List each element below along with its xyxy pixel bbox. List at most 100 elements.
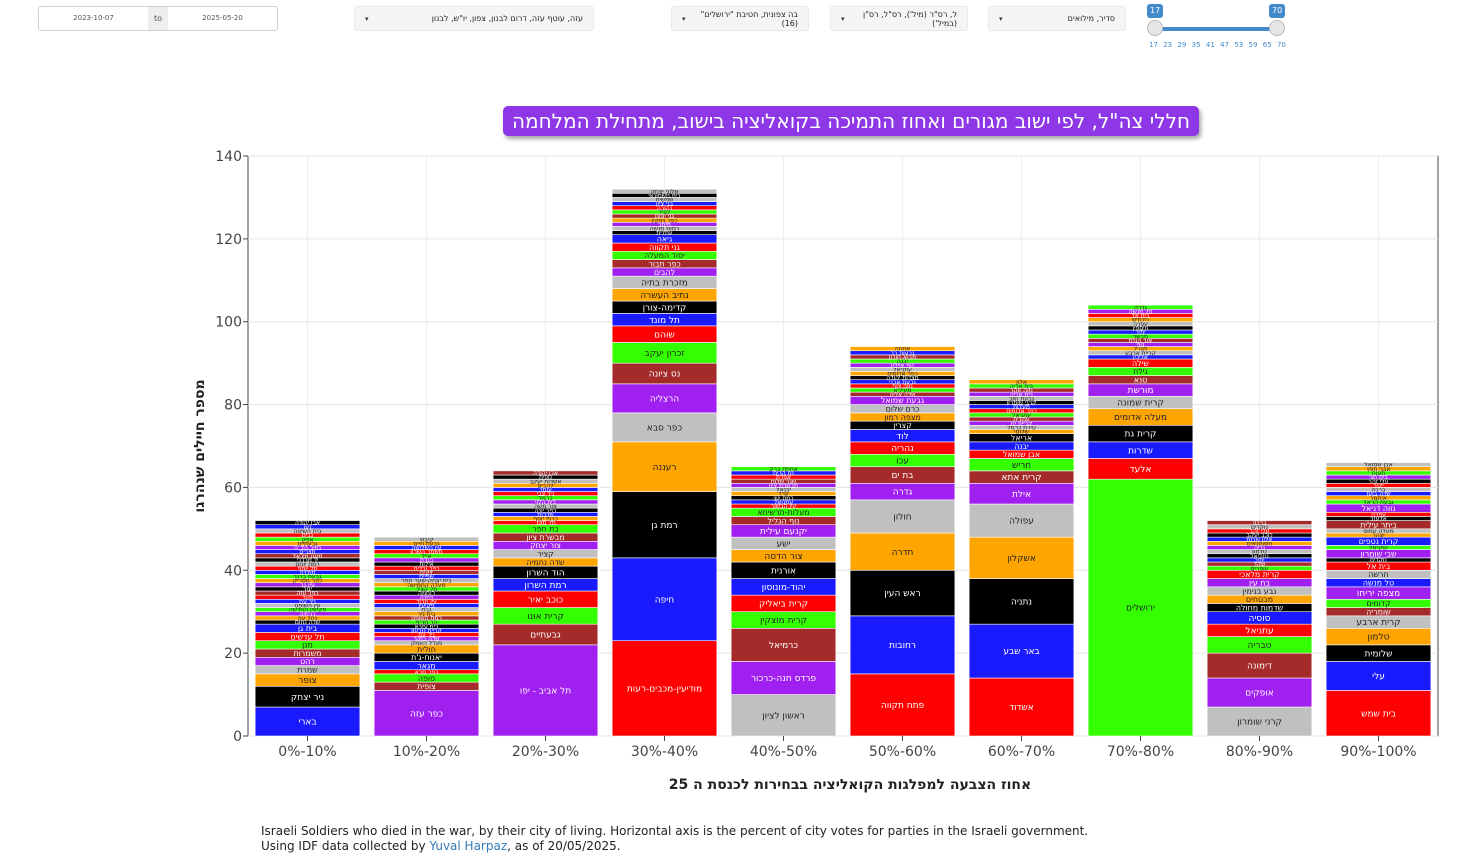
bar-segment-label: אפרת [776, 474, 791, 481]
bar-segment-label: רמות מנשה [650, 226, 680, 233]
bar-segment-label: אלוני יצחק [651, 188, 679, 195]
bar-segment-label: פקיעין החדשה [289, 607, 327, 614]
bar-segment-label: שדה נחום [295, 619, 320, 626]
bar-segment-label: כוכב יעקב [1246, 532, 1272, 539]
bar-segment-label: לפיד [659, 209, 671, 216]
bar-segment-label: בת ים [892, 471, 914, 481]
bar-segment [1325, 690, 1432, 737]
bar-segment-label: מעלה אדומים [1114, 413, 1167, 423]
bar-segment-label: קרני שומרון [1237, 718, 1282, 728]
slider-max-handle[interactable] [1269, 20, 1285, 36]
bar-segment-label: נבע בנימין [1243, 587, 1277, 596]
bar-segment-label: רחובות [889, 641, 916, 651]
bar-segment-label: יצהר [1372, 532, 1384, 539]
unit-filter-dropdown[interactable]: בה צפונית, חטיבת "ירושלים" (16) ▾ [671, 6, 809, 31]
slider-min-handle[interactable] [1147, 20, 1163, 36]
bar-segment-label: שילה [1132, 359, 1149, 368]
region-filter-value: עזה, עוטף עזה, דרום לבנון, צפון, יו"ש, ל… [431, 14, 583, 23]
author-link[interactable]: Yuval Harpaz [429, 839, 508, 853]
x-tick-label: 80%-90% [1226, 744, 1293, 760]
rank-filter-dropdown[interactable]: ל, רס"ר (מיל'), רס"ל, רס"ן (במיל') ▾ [830, 6, 968, 31]
date-range-picker[interactable]: 2023-10-07 to 2025-05-20 [38, 6, 278, 31]
date-to-input[interactable]: 2025-05-20 [202, 14, 243, 22]
bar-segment-label: שמשית [656, 197, 674, 204]
bar-segment-label: באר שבע [1003, 647, 1039, 657]
bar-segment-label: תל עדשים [291, 632, 325, 641]
bar-segment-label: נווה זוהר [1010, 387, 1033, 394]
bar-segment [968, 677, 1075, 737]
bar-segment-label: יהוד-מונוסון [762, 583, 806, 593]
bar-segment-label: רעננה [653, 463, 677, 473]
chevron-down-icon: ▾ [682, 14, 686, 23]
bar-segment-label: יתיר [1135, 329, 1145, 336]
bar-segment-label: אבן שמואל [1003, 450, 1040, 459]
bar-segment-label: דימונה [1247, 662, 1272, 672]
bar-segment-label: מיתר [658, 221, 671, 228]
bar-segment-label: מזכרת בתיה [641, 279, 688, 289]
bar-segment-label: פרדס חנה-כרכור [751, 674, 816, 684]
x-tick-label: 0%-10% [278, 744, 336, 760]
y-tick-label: 100 [215, 315, 242, 331]
bar-segment-label: אשקלון [1007, 554, 1036, 564]
bar-segment-label: גדרה [893, 488, 913, 498]
bar-segment-label: כפר מסריק [293, 578, 322, 585]
bar-segment [1206, 520, 1313, 526]
bar-segment-label: כרם שלום [886, 404, 920, 413]
bar-segment-label: יבנאל [776, 487, 791, 494]
bar-segment-label: גיאה [657, 235, 673, 244]
bar-segment-label: דפנה [420, 594, 434, 601]
bar-segment-label: טלמון [1368, 633, 1390, 643]
bar-segment-label: אשדות יעקב [530, 478, 562, 485]
bar-segment-label: מעלה עמוס [1363, 528, 1393, 535]
x-axis-label: אחוז הצבעה למפלגות הקואליציה בבחירות לכנ… [668, 777, 1032, 793]
bar-segment-label: להבים [654, 268, 675, 277]
bar-segment-label: נחליאל [1250, 553, 1269, 560]
service-filter-dropdown[interactable]: סדיר, מילואים ▾ [988, 6, 1126, 31]
age-range-slider[interactable]: 17 70 17 23 29 35 41 47 53 59 65 70 [1145, 4, 1290, 52]
bar-segment-label: קרית נטפים [1359, 537, 1399, 546]
bar-segment-label: מצפה רמון [884, 413, 921, 422]
bar-segment-label: אלעד [1130, 465, 1152, 475]
bar-segment-label: ירושלים [1126, 604, 1155, 614]
bar-segment-label: ניר צבי [537, 491, 554, 498]
bar-segment-label: טירת כרמל [1007, 424, 1036, 431]
bar-segment-label: מגדל [1134, 346, 1147, 353]
bar-segment-label: איתמר [1370, 495, 1387, 502]
bar-segment-label: ראשון לציון [762, 711, 805, 721]
bar-segment-label: שדה אליה [889, 391, 915, 398]
bar-segment-label: מבשרת ציון [769, 482, 798, 489]
bar-segment-label: קרית מוצקין [760, 616, 807, 626]
bar-segment-label: חולדה [299, 569, 315, 576]
bar-segment-label: כפר עזה [297, 590, 319, 597]
slider-tick-label: 29 [1177, 41, 1187, 49]
bar-segment-label: משמרות [294, 649, 322, 658]
bar-segment-label: נתניה [1011, 598, 1032, 608]
date-from-input[interactable]: 2023-10-07 [73, 14, 114, 22]
bar-segment-label: עתניאל [1369, 545, 1388, 552]
bar-segment-label: אלעזר [1370, 516, 1387, 523]
bar-segment-label: שבי שומרון [1360, 549, 1397, 558]
y-tick-label: 120 [215, 232, 242, 248]
bar-segment-label: שקד [1254, 561, 1266, 568]
bar-segment-label: ניר יצחק [291, 693, 324, 703]
bar-segment-label: גני יוחנן [655, 213, 675, 220]
bar-segment-label: גבעות בר [890, 350, 915, 357]
bar-segment-label: עכו [896, 457, 909, 467]
bar-segment-label: צופר [298, 676, 317, 686]
bar-segment-label: טלמון [1252, 549, 1267, 556]
bar-segment-label: צור יצחק [530, 541, 561, 550]
bar-segment-label: שמרת [297, 665, 318, 674]
chevron-down-icon: ▾ [999, 14, 1003, 23]
bar-segment-label: יקנעם עילית [760, 527, 807, 537]
x-tick-label: 30%-40% [631, 744, 698, 760]
bar-segment [611, 491, 718, 559]
bar-segment-label: גדרה [1134, 304, 1148, 311]
bar-segment [492, 470, 599, 476]
region-filter-dropdown[interactable]: עזה, עוטף עזה, דרום לבנון, צפון, יו"ש, ל… [354, 6, 594, 31]
bar-segment-label: נוקדים [1370, 557, 1387, 564]
bar-segment [1087, 304, 1194, 310]
bar-segment-label: קריית טבעון [411, 627, 442, 634]
bar-segment-label: תפוח [1372, 470, 1385, 477]
bar-segment-label: חרשה [1368, 570, 1388, 579]
bar-segment-label: קרית ארבע [1356, 618, 1400, 628]
